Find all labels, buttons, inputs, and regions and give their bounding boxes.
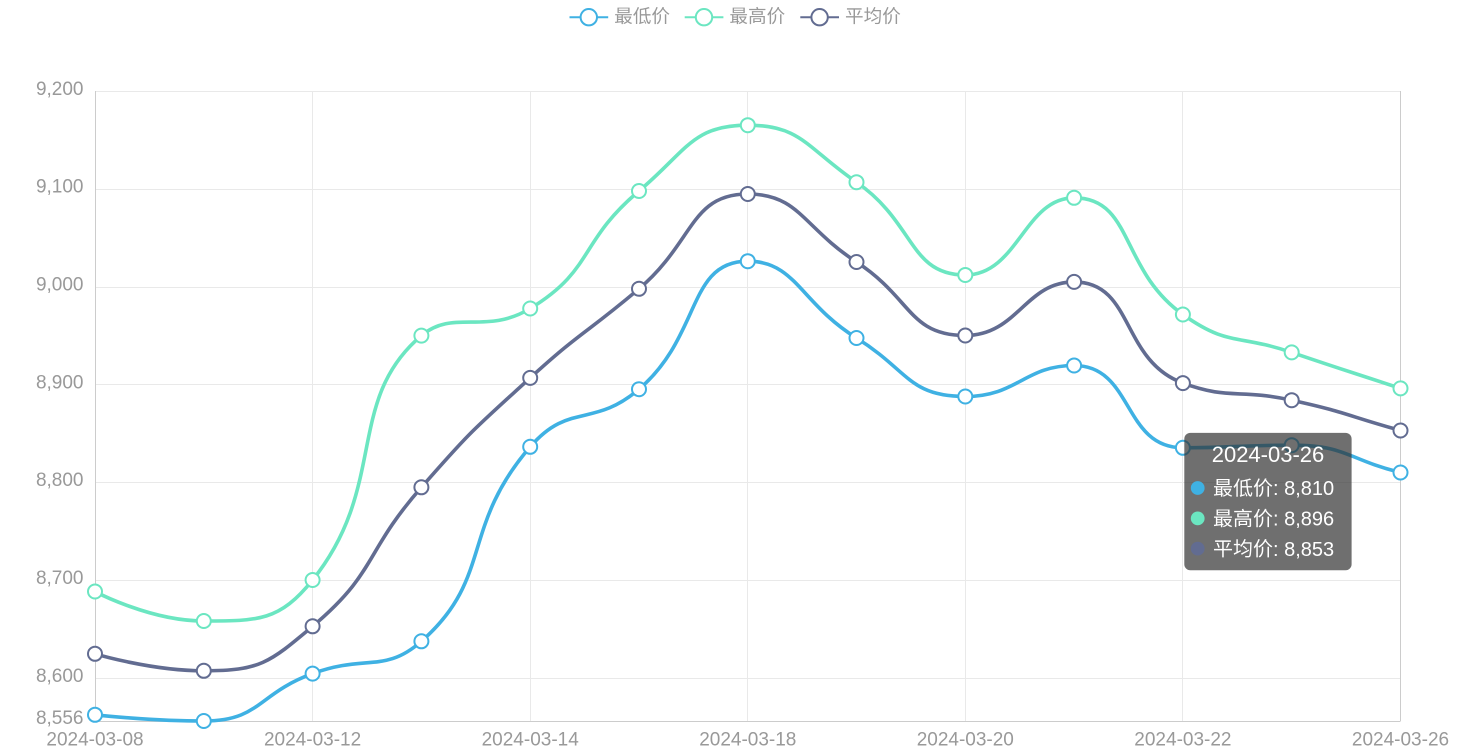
svg-text:: 8,810: : 8,810 xyxy=(1273,478,1334,500)
svg-text:8,556: 8,556 xyxy=(36,708,84,729)
svg-text:: 8,853: : 8,853 xyxy=(1273,539,1334,561)
svg-text:8,700: 8,700 xyxy=(36,568,84,589)
svg-text:8,600: 8,600 xyxy=(36,666,84,687)
svg-text:2024-03-22: 2024-03-22 xyxy=(1134,730,1231,751)
svg-text:2024-03-26: 2024-03-26 xyxy=(1352,730,1449,751)
svg-text:9,100: 9,100 xyxy=(36,177,84,198)
svg-text:2024-03-14: 2024-03-14 xyxy=(482,730,580,751)
svg-text:: 8,896: : 8,896 xyxy=(1273,509,1334,531)
svg-text:2024-03-12: 2024-03-12 xyxy=(264,730,361,751)
svg-text:2024-03-08: 2024-03-08 xyxy=(46,730,143,751)
svg-text:2024-03-20: 2024-03-20 xyxy=(917,730,1014,751)
svg-text:8,800: 8,800 xyxy=(36,470,84,491)
svg-text:2024-03-18: 2024-03-18 xyxy=(699,730,796,751)
svg-text:9,000: 9,000 xyxy=(36,275,84,296)
svg-text:2024-03-26: 2024-03-26 xyxy=(1212,442,1325,467)
svg-text:8,900: 8,900 xyxy=(36,372,84,393)
svg-text:9,200: 9,200 xyxy=(36,79,84,100)
